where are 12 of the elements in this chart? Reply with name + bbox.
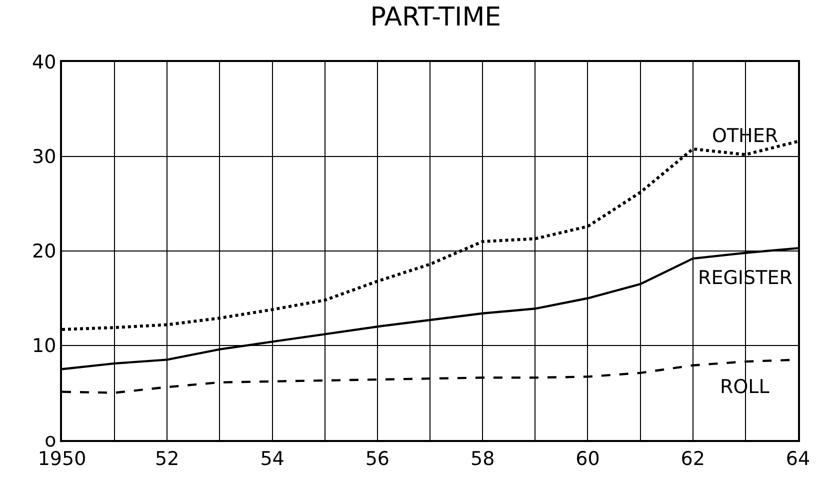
x-tick-label: 52 bbox=[155, 448, 180, 470]
x-tick-label: 60 bbox=[576, 448, 600, 470]
y-tick-label: 30 bbox=[32, 146, 56, 168]
x-tick-label: 58 bbox=[470, 448, 495, 470]
x-tick-label: 56 bbox=[365, 448, 390, 470]
x-tick-label: 64 bbox=[786, 448, 810, 470]
x-tick-label: 62 bbox=[680, 448, 705, 470]
x-tick-label: 54 bbox=[260, 448, 284, 470]
chart-title: PART-TIME bbox=[370, 2, 502, 32]
y-tick-label: 40 bbox=[32, 52, 56, 74]
y-tick-label: 20 bbox=[32, 240, 56, 263]
y-tick-label: 10 bbox=[32, 335, 56, 358]
